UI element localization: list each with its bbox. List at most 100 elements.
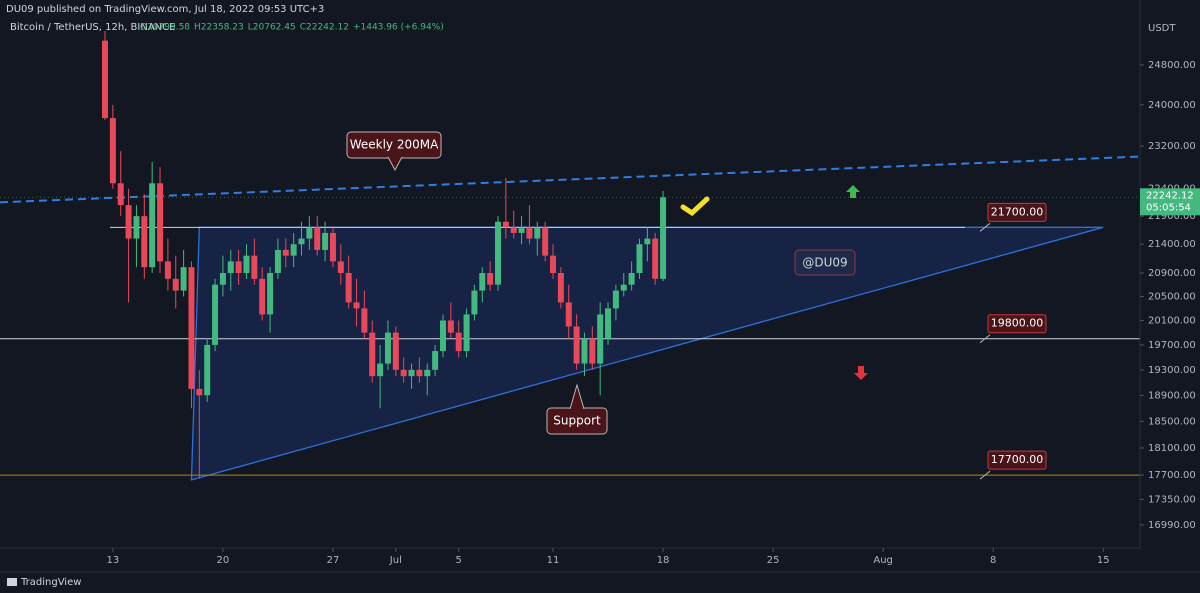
candle-body (212, 284, 219, 345)
candle-body (306, 227, 313, 239)
candle-body (471, 290, 478, 315)
countdown: 05:05:54 (1146, 202, 1191, 213)
candle-body (133, 216, 140, 239)
candle-body (542, 227, 549, 256)
candle-body (353, 302, 360, 309)
level-connector (979, 222, 991, 232)
ma-callout-text: Weekly 200MA (350, 138, 439, 152)
candle-body (282, 249, 289, 256)
candle-body (636, 244, 643, 273)
candle-body (495, 221, 502, 285)
candle-body (463, 314, 470, 352)
candle-body (102, 40, 109, 119)
candle-body (274, 249, 281, 273)
y-tick-label: 20500.00 (1148, 291, 1196, 302)
candle-body (243, 255, 250, 273)
y-tick-label: 24800.00 (1148, 60, 1196, 71)
candle-body (534, 227, 541, 239)
level-label-box (987, 202, 1047, 222)
candle-body (447, 320, 454, 333)
candle-body (612, 290, 619, 309)
candle-body (487, 272, 494, 285)
y-tick-label: 21400.00 (1148, 239, 1196, 250)
candle-body (455, 332, 462, 352)
price-axis-bg (1140, 0, 1200, 593)
candle-body (416, 369, 423, 377)
x-tick-label: 20 (217, 555, 230, 566)
ohlc-legend: O20799.58 (140, 23, 190, 33)
watermark-box (794, 249, 856, 276)
candle-body (605, 308, 612, 339)
candle-body (117, 183, 124, 206)
candle-body (109, 118, 116, 184)
ma-callout-pointer (387, 156, 403, 172)
candle-body (660, 197, 667, 279)
candle-body (227, 261, 234, 273)
candle-body (526, 227, 533, 239)
support-callout: Support (546, 383, 608, 435)
candle-body (196, 388, 203, 396)
chart-title: Bitcoin / TetherUS, 12h, BINANCE (10, 22, 175, 33)
y-tick-label: 20100.00 (1148, 315, 1196, 326)
level-label-box (987, 314, 1047, 334)
up-arrow-icon (846, 185, 860, 198)
candle-body (408, 369, 415, 377)
candle-body (565, 302, 572, 327)
candle-body (125, 205, 132, 239)
y-tick-label: 19300.00 (1148, 365, 1196, 376)
candle-body (361, 308, 368, 333)
candle-body (557, 272, 564, 303)
candle-body (620, 284, 627, 291)
candle-body (550, 255, 557, 273)
candle-body (510, 227, 517, 233)
ma-line (0, 155, 1141, 204)
candle-body (322, 232, 329, 250)
candle-body (581, 338, 588, 364)
candle-body (219, 272, 226, 285)
y-tick-label: 18100.00 (1148, 443, 1196, 454)
candle-body (164, 261, 171, 279)
candle-body (298, 238, 305, 245)
check-icon (680, 196, 710, 217)
level-label: 21700.00 (991, 205, 1044, 218)
triangle-pattern (190, 226, 1104, 481)
candle-body (502, 221, 509, 228)
y-tick-label: 24000.00 (1148, 100, 1196, 111)
candle-body (337, 261, 344, 273)
ohlc-legend: H22358.23 (194, 23, 244, 33)
candle-body (141, 216, 148, 268)
candle-body (369, 332, 376, 377)
x-tick-label: 18 (657, 555, 670, 566)
candle-body (652, 238, 659, 279)
publisher: DU09 published on TradingView.com, Jul 1… (6, 4, 324, 15)
x-tick-label: 25 (767, 555, 780, 566)
candle-body (172, 278, 179, 291)
x-tick-label: 8 (990, 555, 996, 566)
candle-body (377, 363, 384, 377)
candle-body (384, 332, 391, 364)
level-connector (979, 334, 991, 344)
y-unit: USDT (1148, 23, 1176, 34)
candle-body (479, 272, 486, 291)
ma-callout: Weekly 200MA (346, 131, 442, 172)
x-tick-label: 5 (456, 555, 462, 566)
ohlc-legend: C22242.12 (300, 23, 349, 33)
level-label-box (987, 450, 1047, 470)
candle-body (392, 332, 399, 370)
level-label: 19800.00 (991, 317, 1044, 330)
candle-body (157, 183, 164, 262)
candle-body (259, 278, 266, 315)
x-tick-label: 11 (547, 555, 560, 566)
candle-body (597, 314, 604, 364)
level-label: 17700.00 (991, 453, 1044, 466)
candle-body (424, 369, 431, 377)
candle-body (628, 272, 635, 285)
y-tick-label: 17700.00 (1148, 470, 1196, 481)
candle-body (267, 272, 274, 315)
candle-body (518, 227, 525, 233)
candle-body (290, 244, 297, 256)
ohlc-legend: L20762.45 (248, 23, 296, 33)
candle-body (180, 267, 187, 291)
